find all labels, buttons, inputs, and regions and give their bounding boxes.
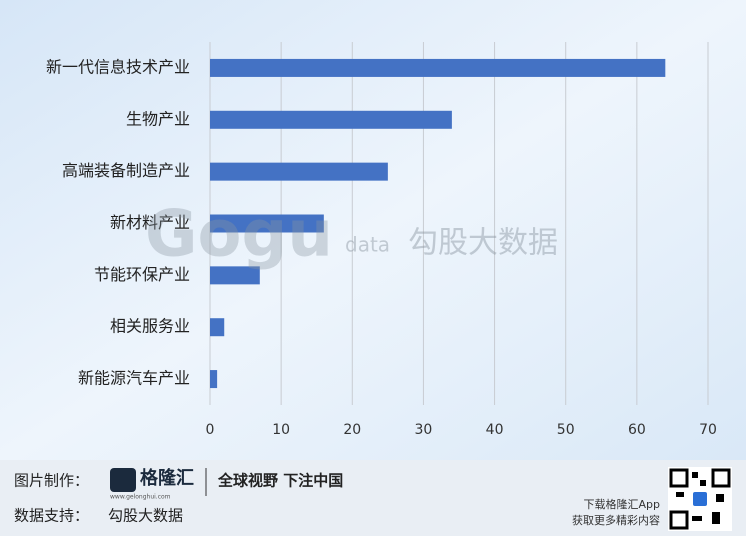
brand-icon xyxy=(110,468,136,492)
footer-slogan: 全球视野 下注中国 xyxy=(217,472,343,490)
y-tick-label: 高端装备制造产业 xyxy=(62,161,190,180)
y-tick-label: 生物产业 xyxy=(126,109,190,128)
y-tick-label: 新能源汽车产业 xyxy=(78,369,190,388)
bar xyxy=(210,110,452,129)
x-tick-label: 0 xyxy=(206,422,215,438)
bar xyxy=(210,266,260,285)
watermark-logo: Gogu xyxy=(145,198,333,272)
x-tick-label: 10 xyxy=(272,422,290,438)
y-tick-label: 节能环保产业 xyxy=(94,265,190,284)
qr-code xyxy=(668,467,732,531)
x-tick-label: 70 xyxy=(699,422,717,438)
x-tick-label: 20 xyxy=(343,422,361,438)
x-tick-label: 40 xyxy=(486,422,504,438)
footer-data-source: 勾股大数据 xyxy=(108,507,183,525)
footer-brand: 格隆汇 xyxy=(140,467,194,489)
y-tick-label: 新材料产业 xyxy=(110,213,190,232)
watermark-suffix: data xyxy=(345,233,390,257)
bar xyxy=(210,162,388,181)
footer-data-label: 数据支持： xyxy=(14,507,89,525)
footer-app-line1: 下载格隆汇App xyxy=(584,497,661,511)
bar xyxy=(210,58,666,77)
y-tick-label: 相关服务业 xyxy=(110,317,190,336)
watermark-name: 勾股大数据 xyxy=(408,226,558,261)
y-tick-label: 新一代信息技术产业 xyxy=(46,57,190,76)
x-tick-label: 50 xyxy=(557,422,575,438)
x-tick-label: 60 xyxy=(628,422,646,438)
bar xyxy=(210,214,324,233)
bar xyxy=(210,318,225,337)
footer-brand-url: www.gelonghui.com xyxy=(110,494,171,501)
footer-app-line2: 获取更多精彩内容 xyxy=(572,513,660,527)
x-tick-label: 30 xyxy=(415,422,433,438)
footer-made-by-label: 图片制作： xyxy=(14,472,89,490)
bar xyxy=(210,370,218,389)
plot: 0 10 20 30 40 50 60 70 新一代信息技术产业生物产业高端装备制造产业新材料产… xyxy=(46,42,717,438)
